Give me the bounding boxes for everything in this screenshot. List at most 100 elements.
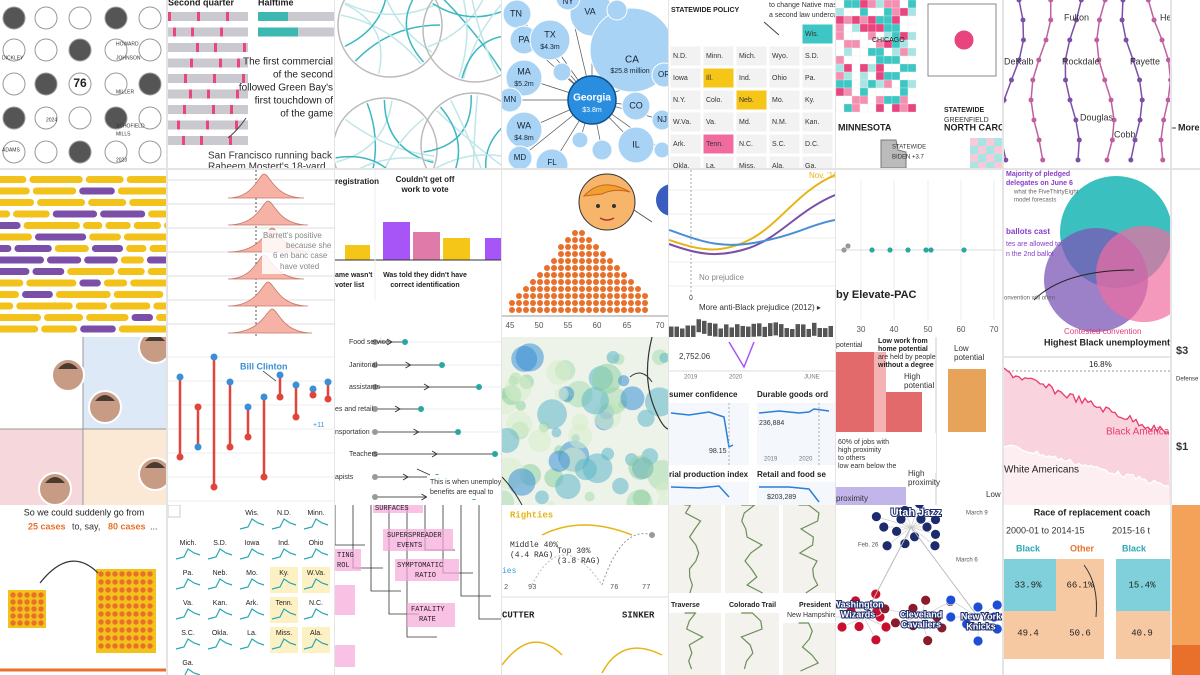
label: $1 xyxy=(1176,441,1188,453)
block xyxy=(867,103,877,113)
block xyxy=(907,87,917,97)
dot xyxy=(606,0,628,21)
label: 2019 xyxy=(684,375,698,381)
dot xyxy=(2,6,26,30)
tile-sb: Second quarter Halftime The first commerci… xyxy=(168,0,334,168)
dot xyxy=(628,279,634,285)
dot xyxy=(509,300,515,306)
label: 40 xyxy=(890,325,899,334)
label: MA xyxy=(517,66,531,76)
label: have voted xyxy=(280,262,319,271)
block xyxy=(0,245,12,252)
dot xyxy=(572,265,578,271)
label: Low xyxy=(954,344,969,353)
dot xyxy=(98,571,104,577)
dot xyxy=(133,579,139,585)
dot xyxy=(607,307,613,313)
block xyxy=(718,328,723,338)
tile-cases: So we could suddenly go from 25 cases to, … xyxy=(0,505,166,675)
block xyxy=(757,323,762,337)
block xyxy=(243,43,246,52)
curve xyxy=(271,608,297,620)
curve xyxy=(763,21,780,36)
block xyxy=(891,47,901,57)
label: S.C. xyxy=(772,141,786,148)
block xyxy=(88,199,127,206)
block xyxy=(867,63,877,73)
label: to change Native mascots xyxy=(769,2,850,9)
dot xyxy=(653,141,668,159)
label: Colorado Trail xyxy=(729,602,776,609)
block xyxy=(907,55,917,65)
label: JOHNSON xyxy=(116,55,141,61)
block xyxy=(970,162,978,168)
dot xyxy=(845,243,851,249)
dot xyxy=(1119,17,1125,23)
dot xyxy=(628,455,653,480)
block xyxy=(851,71,861,81)
label: Pa. xyxy=(183,570,194,577)
curve xyxy=(386,338,393,346)
label: Tenn. xyxy=(275,600,292,607)
curve xyxy=(502,641,563,666)
dot xyxy=(614,265,620,271)
label: N.C. xyxy=(739,141,753,148)
block xyxy=(836,31,845,41)
block xyxy=(851,79,861,89)
dot xyxy=(10,606,16,612)
block xyxy=(702,133,735,155)
label: apists xyxy=(335,474,354,481)
dot xyxy=(607,300,613,306)
block xyxy=(836,39,845,49)
label: Low xyxy=(986,490,1001,499)
dot xyxy=(1137,77,1143,83)
label: Ark. xyxy=(246,600,259,607)
dot xyxy=(612,204,616,208)
block xyxy=(207,89,210,99)
curve xyxy=(629,372,653,383)
dot xyxy=(147,619,153,625)
tile-bg xyxy=(1004,0,1170,168)
dot xyxy=(2,72,26,96)
block xyxy=(843,95,853,105)
dot xyxy=(930,514,941,525)
rule xyxy=(884,608,922,618)
tile-nba: 76 JOHNSON HOWARD MILLER SCHOFIELD MILLS 2024 2… xyxy=(0,0,166,168)
dot xyxy=(10,592,16,598)
label: 0 xyxy=(689,295,693,302)
block xyxy=(867,15,877,25)
label: 65 xyxy=(623,321,632,330)
block xyxy=(702,111,735,133)
label: Majority of pledged xyxy=(1006,171,1070,178)
label: Cobb xyxy=(1114,129,1136,139)
block xyxy=(883,55,893,65)
block xyxy=(702,155,735,168)
label: More xyxy=(1178,122,1200,132)
block xyxy=(214,43,217,52)
block xyxy=(44,314,84,321)
label: This is when unemployment xyxy=(430,479,517,486)
block xyxy=(907,0,917,9)
dot xyxy=(1109,137,1115,143)
dot xyxy=(530,286,536,292)
block xyxy=(118,325,166,333)
block xyxy=(836,7,845,17)
curve xyxy=(175,578,201,590)
label: Mich. xyxy=(180,540,197,547)
dot xyxy=(112,627,118,633)
curve xyxy=(427,0,484,48)
dot xyxy=(324,378,332,386)
dot xyxy=(1062,57,1068,63)
dot xyxy=(260,473,268,481)
curve xyxy=(239,548,265,560)
block xyxy=(26,279,77,287)
curve xyxy=(1033,269,1135,301)
dot xyxy=(38,620,44,626)
block xyxy=(1056,611,1104,659)
dot xyxy=(586,293,592,299)
tile-bg xyxy=(836,170,1002,338)
label: benefits are equal to xyxy=(430,489,494,496)
block xyxy=(191,27,194,37)
block xyxy=(79,279,101,287)
block xyxy=(899,71,909,81)
